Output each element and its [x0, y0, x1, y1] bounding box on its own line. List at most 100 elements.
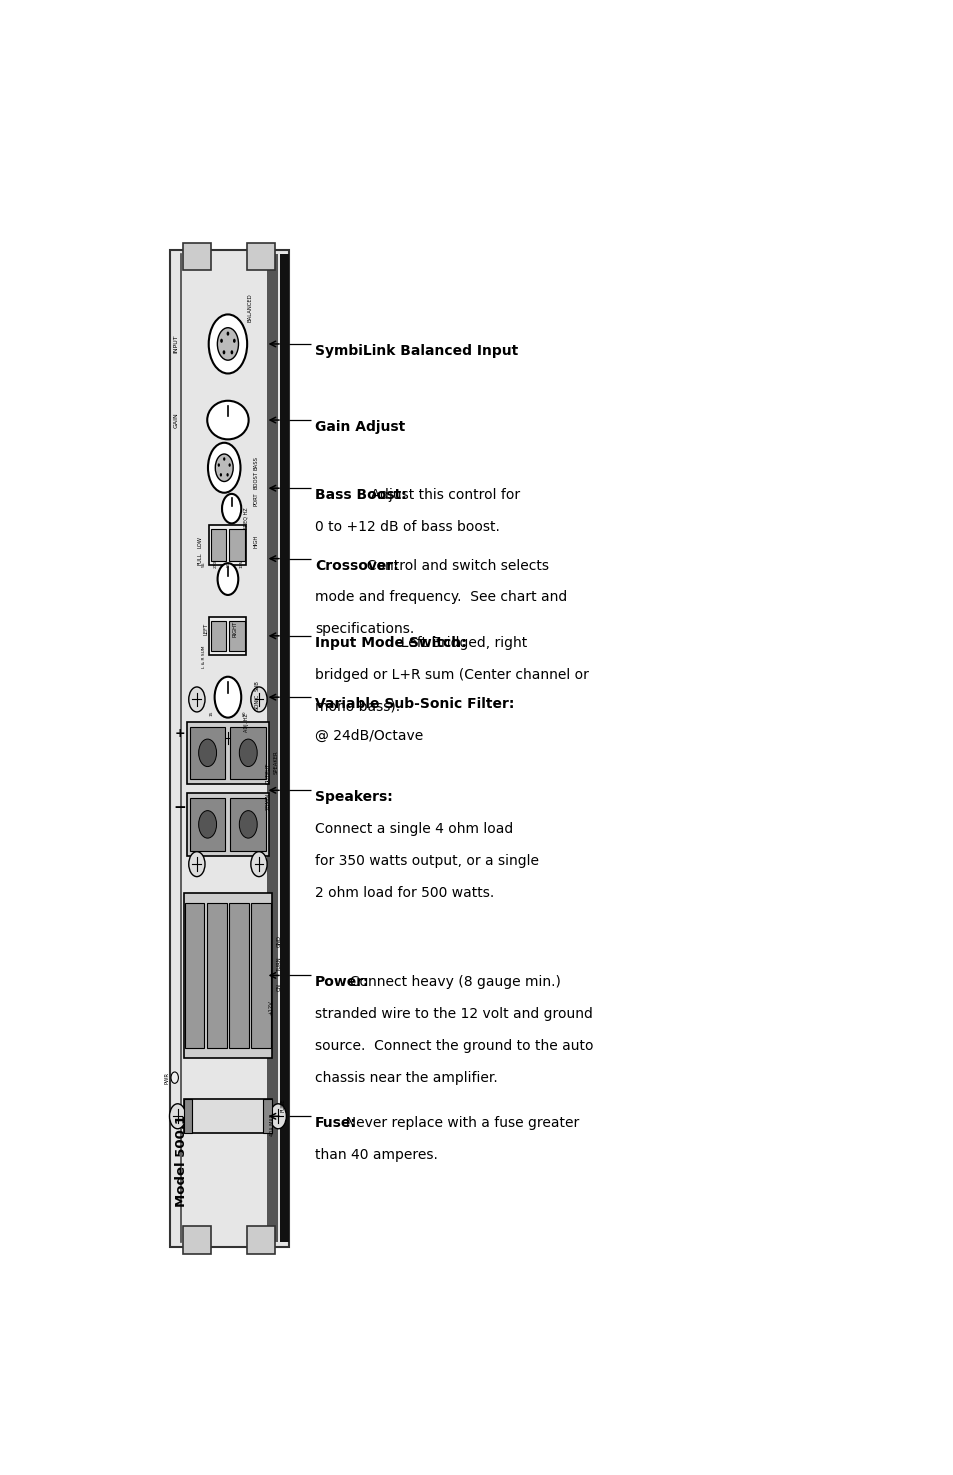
Circle shape: [220, 727, 235, 749]
Text: Crossover:: Crossover:: [314, 559, 398, 572]
Text: Power:: Power:: [314, 975, 370, 990]
Text: 90: 90: [227, 562, 231, 566]
Circle shape: [217, 327, 238, 360]
Text: 0 to +12 dB of bass boost.: 0 to +12 dB of bass boost.: [314, 521, 499, 534]
Bar: [211, 621, 226, 650]
Circle shape: [219, 473, 222, 476]
Bar: [263, 1099, 272, 1133]
Text: Variable Sub-Sonic Filter:: Variable Sub-Sonic Filter:: [314, 698, 514, 711]
Bar: [183, 1226, 211, 1254]
Text: 270: 270: [213, 560, 218, 568]
Text: Control and switch selects: Control and switch selects: [357, 559, 549, 572]
Circle shape: [189, 851, 205, 876]
Bar: [187, 721, 269, 785]
Bar: [247, 1226, 275, 1254]
Bar: [229, 621, 245, 650]
Text: SPEAKER: SPEAKER: [274, 751, 278, 774]
Text: HIGH: HIGH: [253, 535, 258, 549]
Bar: [183, 1099, 272, 1133]
Text: SUB: SUB: [254, 680, 260, 692]
Text: BALANCED: BALANCED: [248, 294, 253, 322]
Circle shape: [251, 687, 267, 712]
Circle shape: [223, 457, 225, 460]
Text: for 350 watts output, or a single: for 350 watts output, or a single: [314, 854, 538, 867]
Text: Input Mode Switch:: Input Mode Switch:: [314, 636, 466, 650]
Text: Gain Adjust: Gain Adjust: [314, 420, 405, 434]
Bar: [183, 243, 211, 270]
Text: Bass Boost:: Bass Boost:: [314, 488, 407, 502]
Text: 2 ohm load for 500 watts.: 2 ohm load for 500 watts.: [314, 885, 494, 900]
Circle shape: [171, 1072, 178, 1083]
Text: than 40 amperes.: than 40 amperes.: [314, 1148, 437, 1162]
Bar: [280, 254, 289, 1242]
Bar: [183, 892, 272, 1058]
Bar: [187, 794, 269, 856]
Text: 2ΩMIN: 2ΩMIN: [266, 794, 271, 810]
Circle shape: [251, 851, 267, 876]
Text: Speakers:: Speakers:: [314, 791, 393, 804]
Circle shape: [239, 811, 257, 838]
Text: +12V: +12V: [268, 1000, 273, 1015]
Text: FULL: FULL: [197, 552, 202, 565]
Text: Fuse:: Fuse:: [314, 1117, 356, 1130]
Circle shape: [233, 339, 235, 342]
Text: TURN: TURN: [277, 957, 282, 972]
Text: ON: ON: [277, 982, 282, 991]
Bar: [210, 525, 246, 565]
Text: PWR: PWR: [164, 1072, 169, 1084]
Text: FUSE: FUSE: [280, 1099, 286, 1112]
Text: SONIC: SONIC: [254, 693, 260, 709]
Circle shape: [220, 339, 223, 342]
Circle shape: [198, 739, 216, 767]
Circle shape: [239, 739, 257, 767]
Bar: [211, 530, 226, 560]
Text: GND: GND: [277, 935, 282, 947]
Bar: [170, 249, 289, 1246]
Text: LEFT: LEFT: [203, 622, 208, 636]
Circle shape: [226, 473, 229, 476]
Bar: [210, 617, 246, 655]
Bar: [230, 798, 266, 851]
Text: bridged or L+R sum (Center channel or: bridged or L+R sum (Center channel or: [314, 668, 588, 681]
Text: mono bass).: mono bass).: [314, 699, 400, 714]
Text: Connect heavy (8 gauge min.): Connect heavy (8 gauge min.): [340, 975, 560, 990]
Circle shape: [217, 463, 220, 466]
Text: SymbiLink Balanced Input: SymbiLink Balanced Input: [314, 344, 517, 358]
Circle shape: [231, 350, 233, 354]
Text: 15: 15: [210, 711, 213, 715]
Bar: [229, 903, 249, 1047]
Circle shape: [222, 494, 241, 524]
Text: mode and frequency.  See chart and: mode and frequency. See chart and: [314, 590, 567, 605]
Text: specifications.: specifications.: [314, 622, 414, 636]
Text: Adjust this control for: Adjust this control for: [362, 488, 520, 502]
Circle shape: [209, 314, 247, 373]
Bar: [267, 254, 278, 1242]
Bar: [183, 1099, 193, 1133]
Text: FREQ HZ: FREQ HZ: [244, 507, 249, 528]
Text: Model 500.1: Model 500.1: [175, 1115, 189, 1207]
Text: BASS: BASS: [253, 456, 258, 471]
Bar: [207, 903, 227, 1047]
Circle shape: [170, 1103, 186, 1128]
Text: stranded wire to the 12 volt and ground: stranded wire to the 12 volt and ground: [314, 1007, 593, 1021]
Text: chassis near the amplifier.: chassis near the amplifier.: [314, 1071, 497, 1084]
Bar: [247, 243, 275, 270]
Circle shape: [215, 454, 233, 481]
Text: GAIN: GAIN: [173, 412, 178, 428]
Text: L & R SUM: L & R SUM: [201, 645, 205, 668]
Text: ADJ. HZ: ADJ. HZ: [244, 712, 249, 732]
Text: INPUT: INPUT: [173, 335, 178, 354]
Circle shape: [208, 442, 240, 493]
Text: Left Bridged, right: Left Bridged, right: [392, 636, 527, 650]
Circle shape: [229, 463, 231, 466]
Bar: [190, 798, 225, 851]
Circle shape: [198, 811, 216, 838]
Text: source.  Connect the ground to the auto: source. Connect the ground to the auto: [314, 1038, 593, 1053]
Text: Never replace with a fuse greater: Never replace with a fuse greater: [336, 1117, 578, 1130]
Text: +: +: [174, 727, 185, 740]
Text: 135: 135: [239, 560, 243, 568]
Text: 55: 55: [201, 562, 205, 568]
Text: LOW: LOW: [197, 535, 202, 547]
Bar: [230, 727, 266, 779]
Text: −: −: [173, 799, 186, 814]
